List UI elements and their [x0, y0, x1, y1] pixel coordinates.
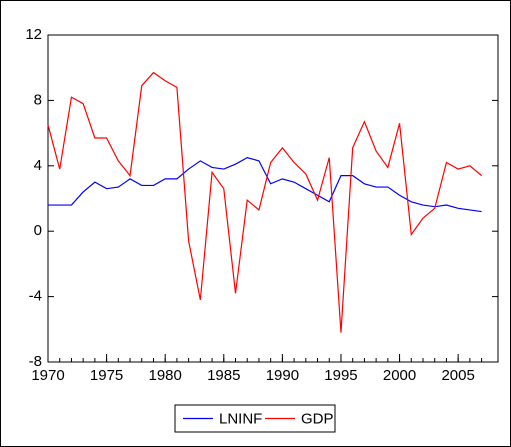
x-tick-label: 1990: [266, 367, 299, 384]
y-tick-label: 4: [34, 157, 42, 174]
series-line: [47, 71, 482, 333]
x-tick-label: 2000: [383, 367, 416, 384]
legend-label: GDP: [301, 410, 334, 427]
x-tick-label: 1980: [149, 367, 182, 384]
x-tick-label: 1995: [324, 367, 357, 384]
y-tick-label: 12: [25, 26, 42, 43]
plot-frame: [47, 34, 499, 363]
x-tick-label: 1985: [207, 367, 240, 384]
x-tick-label: 1975: [90, 367, 123, 384]
y-tick-label: -4: [29, 288, 42, 305]
x-tick-label: 1970: [31, 367, 64, 384]
y-tick-label: -8: [29, 353, 42, 370]
y-tick-label: 8: [34, 91, 42, 108]
x-tick-label: 2005: [441, 367, 474, 384]
y-tick-label: 0: [34, 222, 42, 239]
series-line: [48, 156, 482, 213]
legend-label: LNINF: [219, 410, 262, 427]
